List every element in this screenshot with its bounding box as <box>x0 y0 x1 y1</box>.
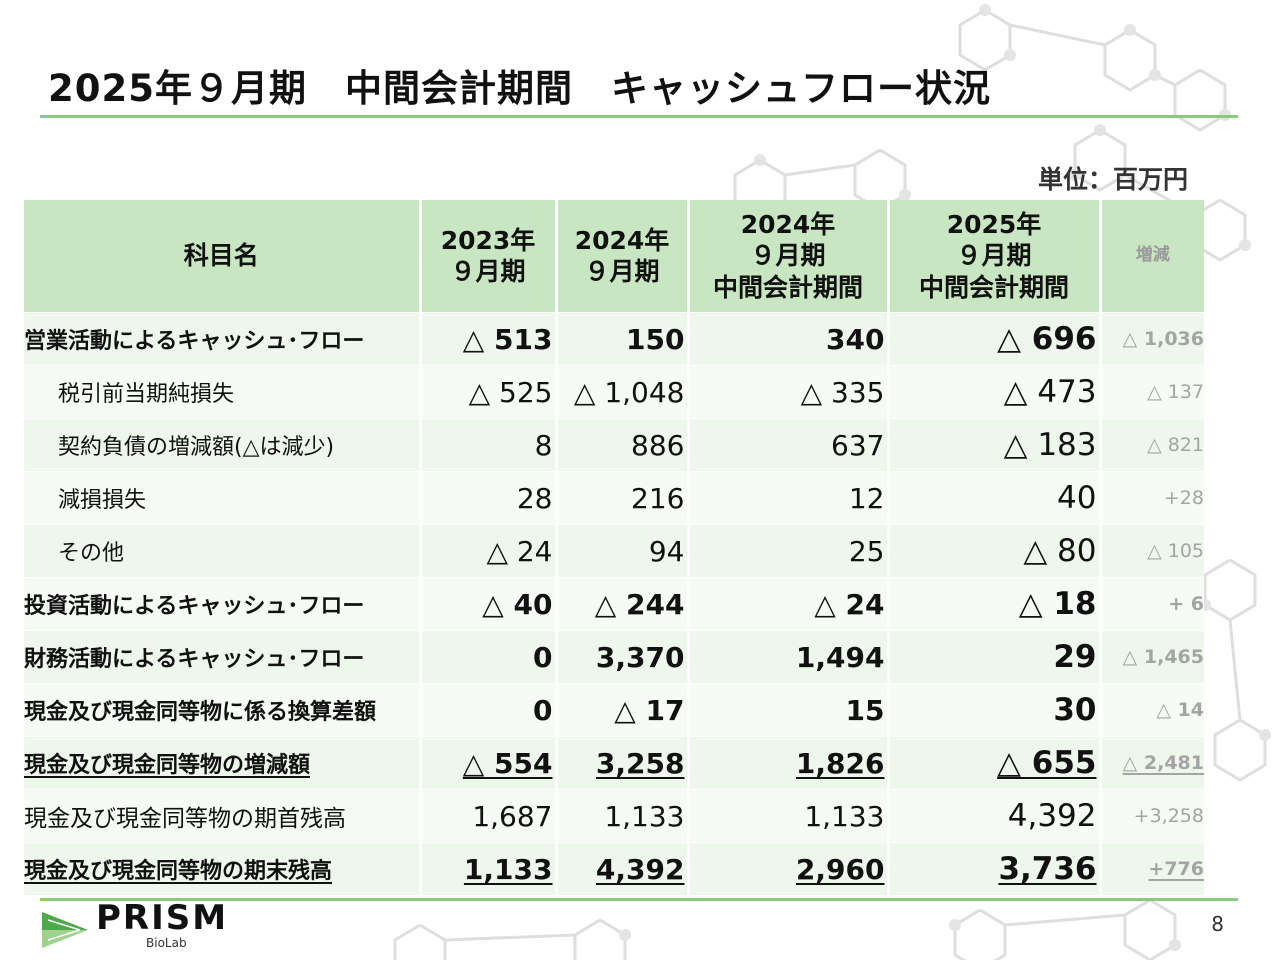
title-divider <box>40 115 1238 118</box>
table-row: 投資活動によるキャッシュ･フロー △ 40 △ 244 △ 24 △ 18 + … <box>24 577 1204 631</box>
cell-fy2024: 216 <box>556 471 690 525</box>
cell-fy2025-interim: 29 <box>888 630 1102 684</box>
cell-change: △ 105 <box>1100 524 1204 578</box>
row-label: その他 <box>24 524 422 578</box>
cell-change: △ 1,465 <box>1100 630 1204 684</box>
row-label: 投資活動によるキャッシュ･フロー <box>24 577 422 631</box>
cell-fy2025-interim: 4,392 <box>888 789 1102 843</box>
cell-fy2024: △ 1,048 <box>556 365 690 419</box>
cell-change: △ 14 <box>1100 683 1204 737</box>
cell-fy2024: 1,133 <box>556 789 690 843</box>
cell-fy2023: 8 <box>420 418 558 472</box>
cell-change: +28 <box>1100 471 1204 525</box>
cell-change: △ 821 <box>1100 418 1204 472</box>
cell-fy2023: 28 <box>420 471 558 525</box>
cell-fy2024: 3,370 <box>556 630 690 684</box>
cell-fy2024-interim: 2,960 <box>688 842 890 895</box>
table-row: 減損損失 28 216 12 40 +28 <box>24 471 1204 525</box>
company-logo-subtext: BioLab <box>146 936 187 950</box>
col-header-fy2024: 2024年 ９月期 <box>556 200 690 313</box>
cell-fy2024-interim: 1,494 <box>688 630 890 684</box>
cell-change: △ 137 <box>1100 365 1204 419</box>
col-header-fy2025-interim: 2025年 ９月期 中間会計期間 <box>888 200 1102 313</box>
cell-fy2024-interim: △ 335 <box>688 365 890 419</box>
row-label: 現金及び現金同等物の期末残高 <box>24 842 422 895</box>
cell-fy2024-interim: 1,826 <box>688 736 890 790</box>
cell-fy2024: 150 <box>556 312 690 366</box>
cell-fy2023: 1,133 <box>420 842 558 895</box>
cell-fy2024: 94 <box>556 524 690 578</box>
page-number: 8 <box>1211 912 1224 936</box>
table-row: 契約負債の増減額(△は減少) 8 886 637 △ 183 △ 821 <box>24 418 1204 472</box>
row-label: 現金及び現金同等物に係る換算差額 <box>24 683 422 737</box>
table-row: 税引前当期純損失 △ 525 △ 1,048 △ 335 △ 473 △ 137 <box>24 365 1204 419</box>
footer-divider <box>40 898 1238 901</box>
cell-fy2024-interim: 12 <box>688 471 890 525</box>
col-header-item: 科目名 <box>24 200 422 313</box>
cell-fy2023: 0 <box>420 683 558 737</box>
table-header-row: 科目名 2023年 ９月期 2024年 ９月期 2024年 ９月期 中間会計期間 202… <box>24 200 1204 313</box>
cell-fy2025-interim: △ 696 <box>888 312 1102 366</box>
cell-fy2023: △ 554 <box>420 736 558 790</box>
cell-fy2025-interim: △ 655 <box>888 736 1102 790</box>
cell-fy2023: △ 513 <box>420 312 558 366</box>
table-row: 現金及び現金同等物の期首残高 1,687 1,133 1,133 4,392 +… <box>24 789 1204 843</box>
cell-fy2024: △ 244 <box>556 577 690 631</box>
cell-fy2024: 886 <box>556 418 690 472</box>
cell-change: +776 <box>1100 842 1204 895</box>
cell-fy2024-interim: △ 24 <box>688 577 890 631</box>
cell-fy2023: △ 40 <box>420 577 558 631</box>
company-logo-text: PRISM <box>96 898 229 938</box>
table-row: 現金及び現金同等物に係る換算差額 0 △ 17 15 30 △ 14 <box>24 683 1204 737</box>
table-row: 営業活動によるキャッシュ･フロー △ 513 150 340 △ 696 △ 1… <box>24 312 1204 366</box>
prism-logo-icon <box>42 912 88 948</box>
cell-fy2025-interim: △ 183 <box>888 418 1102 472</box>
row-label: 減損損失 <box>24 471 422 525</box>
cell-fy2023: 0 <box>420 630 558 684</box>
col-header-fy2024-interim: 2024年 ９月期 中間会計期間 <box>688 200 890 313</box>
table-row: 現金及び現金同等物の期末残高 1,133 4,392 2,960 3,736 +… <box>24 842 1204 895</box>
cell-fy2025-interim: △ 80 <box>888 524 1102 578</box>
cell-fy2025-interim: △ 18 <box>888 577 1102 631</box>
col-header-fy2023: 2023年 ９月期 <box>420 200 558 313</box>
row-label: 営業活動によるキャッシュ･フロー <box>24 312 422 366</box>
cell-fy2025-interim: 30 <box>888 683 1102 737</box>
row-label: 現金及び現金同等物の期首残高 <box>24 789 422 843</box>
cell-fy2024-interim: 25 <box>688 524 890 578</box>
cell-fy2025-interim: 40 <box>888 471 1102 525</box>
cell-change: △ 1,036 <box>1100 312 1204 366</box>
unit-label: 単位：百万円 <box>1037 165 1188 194</box>
cell-fy2024: △ 17 <box>556 683 690 737</box>
cell-fy2024-interim: 15 <box>688 683 890 737</box>
cell-change: + 6 <box>1100 577 1204 631</box>
cell-fy2024: 4,392 <box>556 842 690 895</box>
cell-change: +3,258 <box>1100 789 1204 843</box>
cell-fy2025-interim: △ 473 <box>888 365 1102 419</box>
cell-fy2024: 3,258 <box>556 736 690 790</box>
cell-change: △ 2,481 <box>1100 736 1204 790</box>
cell-fy2024-interim: 1,133 <box>688 789 890 843</box>
page-title: 2025年９月期 中間会計期間 キャッシュフロー状況 <box>48 67 991 110</box>
cell-fy2023: 1,687 <box>420 789 558 843</box>
row-label: 契約負債の増減額(△は減少) <box>24 418 422 472</box>
cell-fy2023: △ 525 <box>420 365 558 419</box>
row-label: 財務活動によるキャッシュ･フロー <box>24 630 422 684</box>
row-label: 現金及び現金同等物の増減額 <box>24 736 422 790</box>
table-row: 現金及び現金同等物の増減額 △ 554 3,258 1,826 △ 655 △ … <box>24 736 1204 790</box>
table-row: 財務活動によるキャッシュ･フロー 0 3,370 1,494 29 △ 1,46… <box>24 630 1204 684</box>
cell-fy2024-interim: 340 <box>688 312 890 366</box>
col-header-change: 増減 <box>1100 200 1204 313</box>
cashflow-table: 科目名 2023年 ９月期 2024年 ９月期 2024年 ９月期 中間会計期間 202… <box>24 200 1204 895</box>
cell-fy2024-interim: 637 <box>688 418 890 472</box>
cell-fy2023: △ 24 <box>420 524 558 578</box>
cell-fy2025-interim: 3,736 <box>888 842 1102 895</box>
row-label: 税引前当期純損失 <box>24 365 422 419</box>
table-row: その他 △ 24 94 25 △ 80 △ 105 <box>24 524 1204 578</box>
